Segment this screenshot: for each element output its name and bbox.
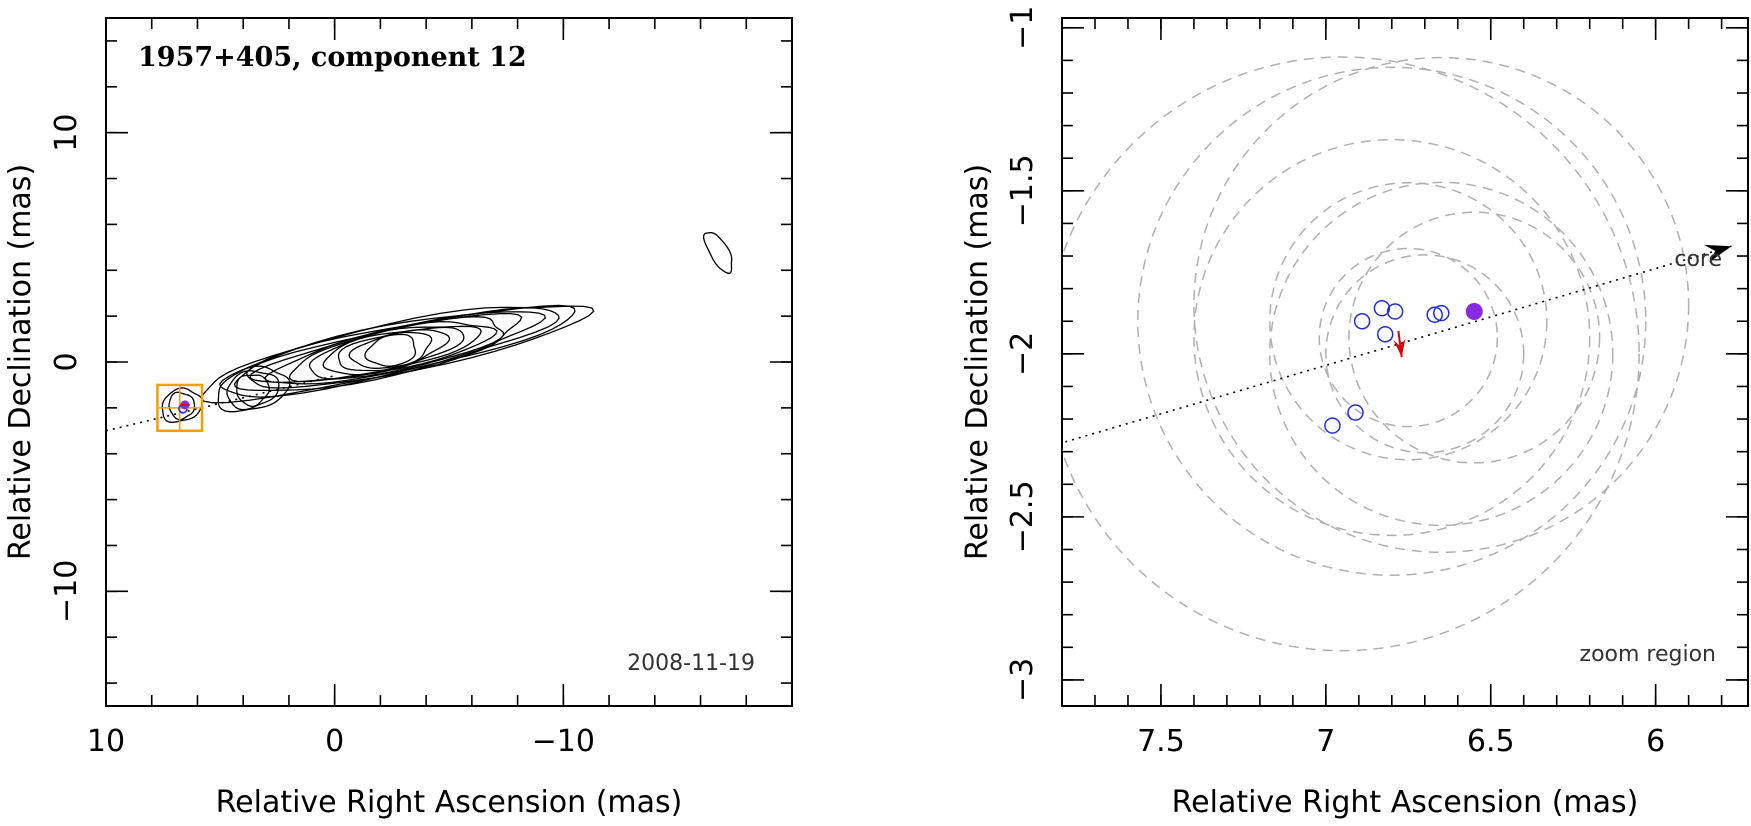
- right-overlay: [1065, 244, 1732, 443]
- left-contour-map: [161, 232, 733, 423]
- right-plot-frame: [1061, 17, 1749, 707]
- observation-date: 2008-11-19: [627, 651, 755, 676]
- right-jet-axis-line: [1065, 245, 1732, 443]
- left-panel-title: 1957+405, component 12: [138, 42, 527, 73]
- uncertainty-circle: [1269, 181, 1548, 461]
- uncertainty-circle: [1269, 181, 1614, 527]
- uncertainty-circle: [1193, 56, 1690, 554]
- contour-line-main-jet: [288, 320, 498, 383]
- left-x-axis-label: Relative Right Ascension (mas): [216, 785, 683, 820]
- contour-line-main-jet: [200, 305, 595, 404]
- y-tick-label: −1: [1005, 6, 1040, 50]
- left-contour-panel: 10 0 −10 10 0 −10 1957+405, component 12 2008…: [3, 17, 793, 820]
- open-data-point: [1386, 303, 1404, 320]
- left-y-axis-label: Relative Declination (mas): [3, 164, 38, 560]
- motion-arrow-head: [1393, 338, 1406, 358]
- x-tick-label: −10: [532, 724, 595, 759]
- uncertainty-circle: [1348, 211, 1601, 464]
- left-plot-frame: [105, 17, 793, 707]
- core-label: core: [1674, 247, 1722, 272]
- right-y-axis-label: Relative Declination (mas): [960, 164, 995, 560]
- zoom-region-label: zoom region: [1580, 642, 1716, 667]
- contour-line-main-jet: [308, 325, 482, 380]
- contour-line-main-jet: [364, 333, 417, 367]
- uncertainty-circle: [1137, 66, 1647, 576]
- contour-line-inner-knot: [226, 370, 280, 411]
- open-data-point: [1353, 312, 1371, 330]
- y-tick-label: 0: [49, 352, 84, 371]
- right-zoom-panel: 7.5 7 6.5 6−1−1.5−2−2.5−3 core zoom region …: [960, 6, 1749, 820]
- x-tick-label: 10: [87, 724, 125, 759]
- open-data-point: [1426, 306, 1443, 323]
- y-tick-label: 10: [49, 114, 84, 152]
- uncertainty-circle: [1318, 247, 1499, 428]
- y-tick-label: −1.5: [1005, 154, 1040, 227]
- uncertainty-circle: [1062, 56, 1640, 652]
- open-data-point: [1376, 326, 1394, 343]
- contour-line-main-jet: [219, 304, 576, 398]
- contour-line-main-jet: [264, 316, 505, 384]
- left-axis-ticks: 10 0 −10 10 0 −10: [49, 18, 793, 759]
- contour-line-inner-knot: [236, 374, 270, 408]
- x-tick-label: 6: [1646, 724, 1665, 759]
- x-tick-label: 7: [1316, 724, 1335, 759]
- y-tick-label: −2.5: [1005, 480, 1040, 553]
- contour-line-component-12: [161, 387, 204, 423]
- contour-line-main-jet: [233, 307, 560, 392]
- right-x-axis-label: Relative Right Ascension (mas): [1172, 785, 1639, 820]
- open-data-point: [1433, 304, 1450, 322]
- left-overlay: [105, 374, 335, 433]
- uncertainty-circles: [1062, 56, 1690, 652]
- contour-line-inner-knot: [217, 365, 291, 413]
- open-data-point: [1373, 299, 1391, 317]
- x-tick-label: 0: [325, 724, 344, 759]
- right-axis-ticks: 7.5 7 6.5 6 −1 −1.5 −2 −2.5 −3: [1005, 6, 1748, 759]
- core-direction-arrow: [1704, 244, 1732, 263]
- contour-line-component-12: [168, 391, 196, 421]
- y-tick-label: −3: [1005, 658, 1040, 702]
- contour-line-main-jet: [348, 331, 433, 369]
- uncertainty-circle: [1193, 138, 1591, 537]
- open-data-point: [1347, 404, 1364, 421]
- uncertainty-circle: [1325, 254, 1525, 454]
- contour-line-main-jet: [337, 329, 451, 372]
- x-tick-label: 6.5: [1467, 724, 1515, 759]
- open-data-point: [1324, 417, 1341, 434]
- filled-data-point: [1465, 302, 1483, 320]
- contour-line-outer-blob: [702, 232, 733, 274]
- y-tick-label: −2: [1005, 332, 1040, 376]
- x-tick-label: 7.5: [1137, 724, 1185, 759]
- y-tick-label: −10: [49, 560, 84, 623]
